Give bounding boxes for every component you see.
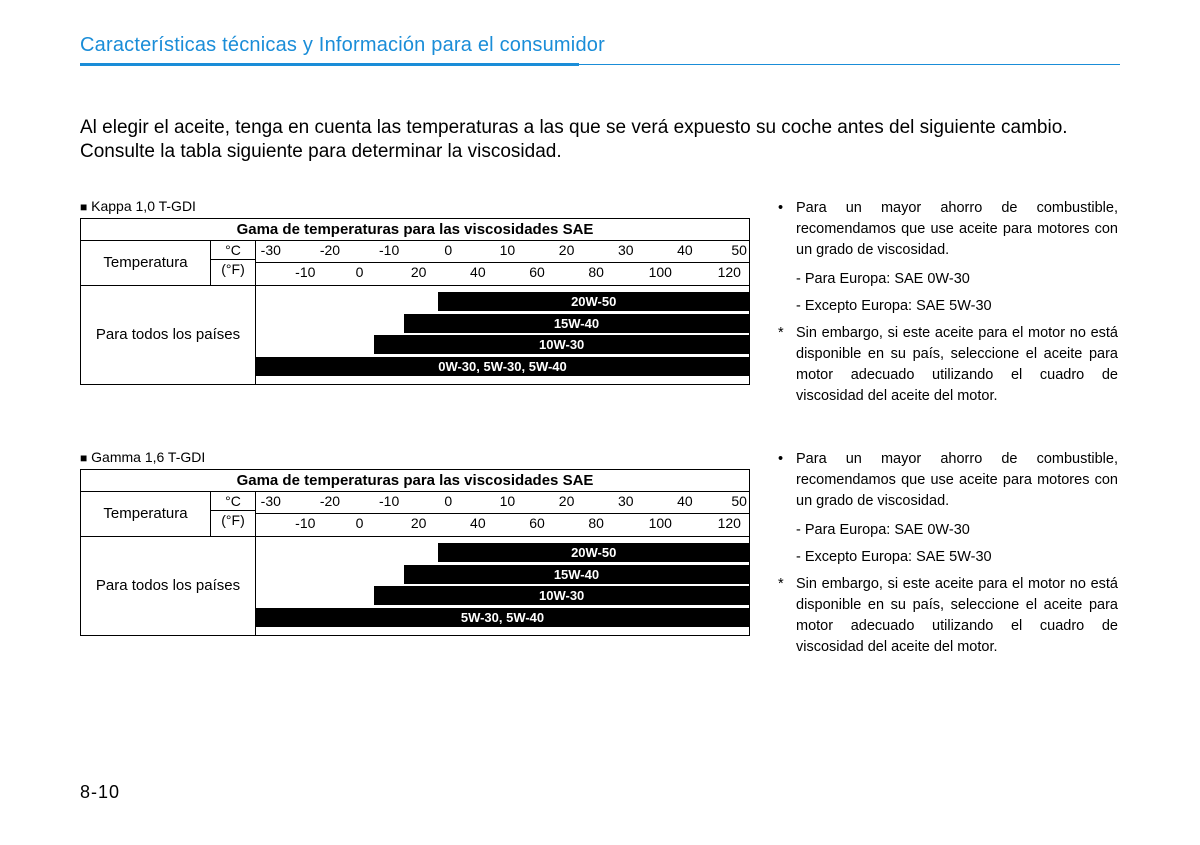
rec-except-europe: - Excepto Europa: SAE 5W-30 — [796, 296, 1118, 317]
unit-fahrenheit: (°F) — [211, 260, 255, 278]
tick-label: 0 — [356, 515, 364, 531]
asterisk-note: *Sin embargo, si este aceite para el mot… — [778, 574, 1118, 658]
fahrenheit-scale: -10 0 20 40 60 80 100 120 — [256, 514, 749, 536]
tick-label: 80 — [588, 515, 604, 531]
celsius-scale: -30 -20 -10 0 10 20 30 40 50 — [256, 241, 749, 263]
tick-label: -20 — [320, 493, 340, 509]
engine-label: ■ Kappa 1,0 T-GDI — [80, 198, 750, 214]
oil-grade-bar: 15W-40 — [404, 314, 749, 333]
unit-celsius: °C — [211, 241, 255, 260]
tick-label: 40 — [677, 493, 693, 509]
oil-grade-bar: 15W-40 — [404, 565, 749, 584]
tick-label: 100 — [649, 264, 672, 280]
unit-fahrenheit: (°F) — [211, 511, 255, 529]
bars-canvas: 20W-50 15W-40 10W-30 5W-30, 5W-40 — [256, 537, 749, 636]
bars-area: Para todos los países 20W-50 15W-40 10W-30 5… — [81, 537, 749, 636]
unit-labels: °C(°F) — [211, 241, 256, 285]
notes-column: •Para un mayor ahorro de combustible, re… — [778, 449, 1118, 658]
oil-grade-bar: 5W-30, 5W-40 — [256, 608, 749, 627]
notes-column: •Para un mayor ahorro de combustible, re… — [778, 198, 1118, 407]
tick-label: 120 — [718, 515, 741, 531]
tick-label: 0 — [356, 264, 364, 280]
asterisk-icon: * — [778, 574, 792, 658]
rec-europe: - Para Europa: SAE 0W-30 — [796, 269, 1118, 290]
tick-label: 60 — [529, 264, 545, 280]
tick-label: 50 — [731, 242, 747, 258]
asterisk-text: Sin embargo, si este aceite para el moto… — [792, 323, 1118, 407]
oil-grade-bar: 0W-30, 5W-30, 5W-40 — [256, 357, 749, 376]
tick-label: 30 — [618, 493, 634, 509]
bullet-icon: • — [778, 198, 796, 261]
tick-label: 20 — [411, 515, 427, 531]
tick-label: 40 — [677, 242, 693, 258]
oil-grade-bar: 10W-30 — [374, 335, 749, 354]
tick-label: 20 — [411, 264, 427, 280]
region-label: Para todos los países — [81, 537, 256, 636]
tick-label: -20 — [320, 242, 340, 258]
tick-label: 30 — [618, 242, 634, 258]
tick-label: 60 — [529, 515, 545, 531]
tick-label: 40 — [470, 264, 486, 280]
bullet-icon: • — [778, 449, 796, 512]
tick-label: 10 — [500, 242, 516, 258]
tick-label: 50 — [731, 493, 747, 509]
tick-label: -10 — [379, 493, 399, 509]
tick-label: -30 — [261, 493, 281, 509]
tick-label: 0 — [444, 493, 452, 509]
rec-europe: - Para Europa: SAE 0W-30 — [796, 520, 1118, 541]
tick-label: -30 — [261, 242, 281, 258]
bars-canvas: 20W-50 15W-40 10W-30 0W-30, 5W-30, 5W-40 — [256, 286, 749, 385]
unit-labels: °C(°F) — [211, 492, 256, 536]
scale-area: -30 -20 -10 0 10 20 30 40 50 -10 0 20 40 60 80 100 120 — [256, 241, 749, 285]
tick-label: 10 — [500, 493, 516, 509]
fahrenheit-scale: -10 0 20 40 60 80 100 120 — [256, 263, 749, 285]
header-rule-thin — [579, 64, 1120, 65]
page-number: 8-10 — [80, 782, 120, 803]
fuel-economy-note: •Para un mayor ahorro de combustible, re… — [778, 198, 1118, 261]
bars-area: Para todos los países 20W-50 15W-40 10W-30 0… — [81, 286, 749, 385]
note-text: Para un mayor ahorro de combustible, rec… — [796, 449, 1118, 512]
chart-title: Gama de temperaturas para las viscosidad… — [81, 470, 749, 492]
tick-label: 100 — [649, 515, 672, 531]
oil-grade-bar: 20W-50 — [438, 292, 749, 311]
tick-label: 20 — [559, 242, 575, 258]
viscosity-block: ■ Gamma 1,6 T-GDI Gama de temperaturas pa… — [80, 449, 1120, 658]
viscosity-block: ■ Kappa 1,0 T-GDI Gama de temperaturas pa… — [80, 198, 1120, 407]
viscosity-chart: Gama de temperaturas para las viscosidad… — [80, 218, 750, 386]
intro-text: Al elegir el aceite, tenga en cuenta las… — [80, 116, 1120, 164]
chart-column: ■ Kappa 1,0 T-GDI Gama de temperaturas pa… — [80, 198, 750, 407]
note-text: Para un mayor ahorro de combustible, rec… — [796, 198, 1118, 261]
celsius-scale: -30 -20 -10 0 10 20 30 40 50 — [256, 492, 749, 514]
tick-label: 40 — [470, 515, 486, 531]
tick-label: 80 — [588, 264, 604, 280]
temperature-header: Temperatura°C(°F) -30 -20 -10 0 10 20 30 40 50 -10… — [81, 241, 749, 286]
fuel-economy-note: •Para un mayor ahorro de combustible, re… — [778, 449, 1118, 512]
asterisk-icon: * — [778, 323, 792, 407]
scale-area: -30 -20 -10 0 10 20 30 40 50 -10 0 20 40 60 80 100 120 — [256, 492, 749, 536]
rec-except-europe: - Excepto Europa: SAE 5W-30 — [796, 547, 1118, 568]
section-title: Características técnicas y Información p… — [80, 34, 1120, 63]
unit-celsius: °C — [211, 492, 255, 511]
temperature-label: Temperatura — [81, 241, 211, 285]
temperature-header: Temperatura°C(°F) -30 -20 -10 0 10 20 30 40 50 -10… — [81, 492, 749, 537]
oil-grade-bar: 10W-30 — [374, 586, 749, 605]
engine-label: ■ Gamma 1,6 T-GDI — [80, 449, 750, 465]
header-rule — [80, 63, 1120, 66]
region-label: Para todos los países — [81, 286, 256, 385]
tick-label: -10 — [379, 242, 399, 258]
temperature-label: Temperatura — [81, 492, 211, 536]
oil-grade-bar: 20W-50 — [438, 543, 749, 562]
header-rule-thick — [80, 63, 579, 66]
viscosity-chart: Gama de temperaturas para las viscosidad… — [80, 469, 750, 637]
tick-label: 20 — [559, 493, 575, 509]
chart-title: Gama de temperaturas para las viscosidad… — [81, 219, 749, 241]
asterisk-note: *Sin embargo, si este aceite para el mot… — [778, 323, 1118, 407]
chart-column: ■ Gamma 1,6 T-GDI Gama de temperaturas pa… — [80, 449, 750, 658]
tick-label: 120 — [718, 264, 741, 280]
asterisk-text: Sin embargo, si este aceite para el moto… — [792, 574, 1118, 658]
tick-label: 0 — [444, 242, 452, 258]
tick-label: -10 — [295, 515, 315, 531]
tick-label: -10 — [295, 264, 315, 280]
